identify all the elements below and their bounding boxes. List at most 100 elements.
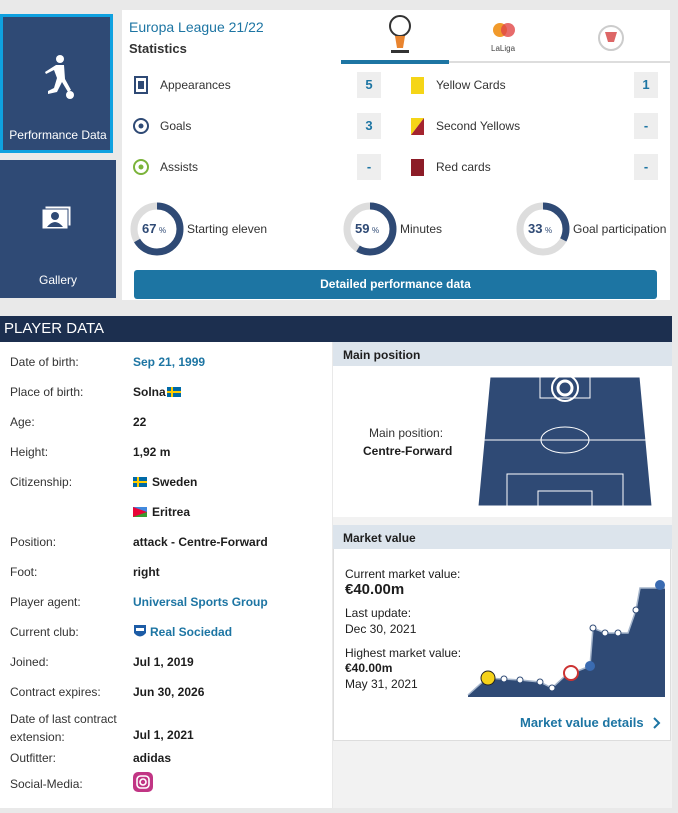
market-heading: Market value [343,531,416,545]
highest-value: €40.00m [345,661,393,675]
nav-label: Performance Data [9,128,107,142]
tab-underline [341,61,670,63]
row-label: Outfitter: [10,751,57,765]
europa-logo[interactable] [385,14,415,58]
row-label: Citizenship: [10,475,73,489]
laliga-logo[interactable] [490,20,520,42]
stat-label: Appearances [160,78,231,92]
row-value: Sep 21, 1999 [133,355,206,369]
gallery-icon [41,205,72,230]
row-label: Place of birth: [10,385,84,399]
row-value: Jun 30, 2026 [133,685,205,699]
row-value: attack - Centre-Forward [133,535,268,549]
nav-label: Gallery [38,273,77,287]
highest-label: Highest market value: [345,646,462,660]
current-value: €40.00m [345,581,405,598]
donut-unit: % [545,226,553,235]
current-label: Current market value: [345,567,461,581]
row-value: adidas [133,751,172,765]
position-heading: Main position [343,348,421,362]
section-header [0,316,672,342]
cup-logo[interactable] [597,24,625,52]
stat-label: Second Yellows [436,119,521,133]
club-icon [134,625,146,637]
market-chart [467,580,665,697]
tab-active[interactable] [341,60,449,64]
instagram-icon [133,772,153,792]
market-header [333,525,672,549]
stat-label: Yellow Cards [436,78,506,92]
stats-panel [122,10,670,300]
stat-label: Goals [160,119,192,133]
row-label: Current club: [10,625,79,639]
flag [133,507,147,517]
row-label: Position: [10,535,57,549]
stats-heading: Statistics [129,41,187,56]
donut-arc [343,202,397,256]
position-label: Main position: [369,426,444,440]
chevron[interactable] [652,716,662,730]
stat-icon [411,77,424,94]
row-value: Solna [133,385,166,399]
stat-value: 5 [357,72,381,98]
row-value: Real Sociedad [150,625,233,639]
stat-value: - [634,154,658,180]
highest-date: May 31, 2021 [345,677,418,691]
donut-label: Starting eleven [187,222,268,236]
stat-value: - [634,113,658,139]
donut-arc [130,202,184,256]
donut-label: Minutes [400,222,443,236]
flag [167,387,181,397]
row-label: Contract expires: [10,685,101,699]
stat-value: 3 [357,113,381,139]
row-value: Eritrea [152,505,191,519]
row-label: Height: [10,445,49,459]
row-value: Sweden [152,475,198,489]
row-label: Date of last contract extension: [10,712,117,744]
stat-value: 1 [634,72,658,98]
flag [133,477,147,487]
stat-label: Red cards [436,160,491,174]
competition-title: Europa League 21/22 [129,19,264,35]
laliga-text: LaLiga [491,44,516,53]
stat-value: - [357,154,381,180]
row-label: Date of birth: [10,355,79,369]
row-label: Joined: [10,655,49,669]
player-icon [45,55,74,99]
data-table [0,342,332,808]
stat-label: Assists [160,160,199,174]
stat-icon [411,159,424,176]
donut-unit: % [159,226,167,235]
position-value: Centre-Forward [363,444,453,458]
row-label: Age: [10,415,35,429]
stat-icon [134,76,148,94]
row-value: right [133,565,160,579]
row-label: Social-Media: [10,777,83,791]
donut-value: 67 [142,221,157,236]
donut [516,202,570,256]
update-value: Dec 30, 2021 [345,622,417,636]
row-value: Jul 1, 2019 [133,655,194,669]
update-label: Last update: [345,606,412,620]
stat-icon [133,159,149,175]
row-label: Player agent: [10,595,81,609]
position-header [333,342,672,366]
detail-button[interactable]: Detailed performance data [134,270,657,299]
donut [130,202,184,256]
stat-icon [133,118,149,134]
donut-arc [516,202,570,256]
row-value: Universal Sports Group [133,595,268,609]
row-value: 1,92 m [133,445,171,459]
nav-performance[interactable] [0,14,113,153]
donut-label: Goal participation [573,222,667,236]
pitch [477,376,653,507]
market-link[interactable]: Market value details [520,715,644,730]
donut-value: 33 [528,221,543,236]
stat-icon [411,118,424,135]
row-value: 22 [133,415,147,429]
donut [343,202,397,256]
row-label: Foot: [10,565,38,579]
donut-unit: % [372,226,380,235]
donut-value: 59 [355,221,370,236]
